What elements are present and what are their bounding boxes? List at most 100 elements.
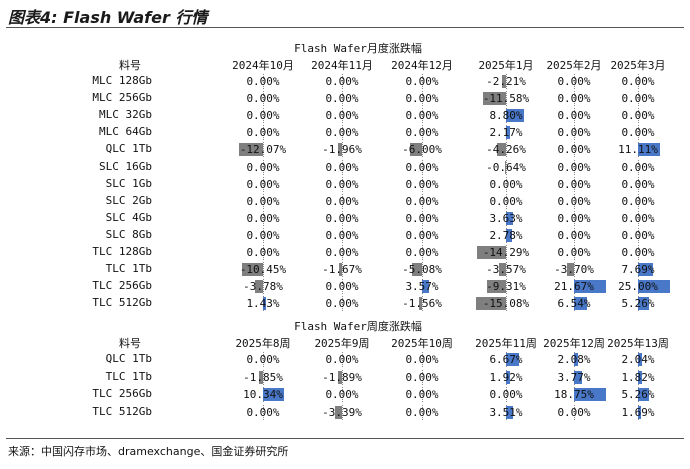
cell-value: 8.80% — [489, 109, 523, 123]
table-cell: 0.00% — [392, 245, 452, 260]
column-header: 2025年10周 — [391, 337, 453, 350]
table-cell: 0.00% — [312, 91, 372, 107]
column-header: 2024年10月 — [232, 59, 294, 72]
cell-value: 0.00% — [557, 211, 591, 225]
zero-axis — [342, 74, 343, 89]
cell-value: 3.63% — [489, 211, 523, 225]
negative-bar — [338, 370, 342, 384]
cell-value: 0.00% — [557, 160, 591, 174]
cell-value: 0.00% — [557, 143, 591, 157]
table-cell: -9.31% — [470, 279, 542, 295]
table-cell: 0.00% — [233, 91, 293, 107]
cell-value: 0.00% — [325, 353, 359, 366]
cell-value: 0.00% — [325, 126, 359, 140]
zero-axis — [342, 193, 343, 209]
cell-value: 0.00% — [621, 211, 655, 225]
cell-value: 2.17% — [489, 126, 523, 140]
zero-axis — [263, 142, 264, 158]
negative-bar — [477, 246, 506, 259]
table-cell: 0.00% — [312, 279, 372, 295]
zero-axis — [506, 176, 507, 192]
cell-value: 3.57% — [405, 280, 439, 294]
table-cell: 0.00% — [312, 74, 372, 89]
zero-axis — [263, 352, 264, 367]
positive-bar — [506, 126, 511, 140]
cell-value: 10.34% — [243, 388, 283, 401]
cell-value: 0.00% — [621, 194, 655, 208]
negative-bar — [238, 143, 263, 157]
row-label: MLC 256Gb — [92, 91, 152, 105]
figure-title: 图表4: Flash Wafer 行情 — [8, 8, 208, 27]
zero-axis — [263, 262, 264, 278]
zero-axis — [422, 176, 423, 192]
cell-value: 0.00% — [621, 228, 655, 242]
zero-axis — [506, 193, 507, 209]
zero-axis — [342, 142, 343, 158]
cell-value: -4.26% — [486, 143, 526, 157]
positive-bar — [638, 280, 670, 294]
column-header: 2024年11月 — [311, 59, 373, 72]
table-cell: -12.07% — [233, 142, 293, 158]
positive-bar — [574, 280, 606, 294]
cell-value: 11.11% — [618, 143, 658, 157]
zero-axis — [506, 74, 507, 89]
cell-value: 0.00% — [557, 228, 591, 242]
cell-value: 2.78% — [489, 228, 523, 242]
zero-axis — [422, 227, 423, 243]
table-cell: 0.00% — [312, 176, 372, 192]
cell-value: 6.54% — [557, 297, 591, 311]
zero-axis — [263, 279, 264, 295]
table-cell: 0.00% — [470, 193, 542, 209]
row-header-label: 料号 — [119, 59, 141, 72]
cell-value: 0.00% — [405, 211, 439, 225]
table-cell: 0.00% — [548, 74, 600, 89]
cell-value: 0.00% — [246, 92, 280, 106]
row-label: SLC 4Gb — [105, 210, 152, 224]
positive-bar — [638, 143, 661, 157]
zero-axis — [422, 245, 423, 260]
table-cell: 21.67% — [548, 279, 606, 295]
table-cell: 0.00% — [392, 210, 452, 226]
table-cell: 0.00% — [233, 227, 293, 243]
cell-value: 0.00% — [246, 228, 280, 242]
zero-axis — [342, 159, 343, 175]
table-cell: -11.58% — [470, 91, 542, 107]
positive-bar — [574, 370, 582, 384]
zero-axis — [638, 176, 639, 192]
cell-value: 0.00% — [325, 109, 359, 123]
column-header: 2025年3月 — [610, 59, 666, 72]
row-label: TLC 128Gb — [92, 245, 152, 258]
column-header: 2025年2月 — [546, 59, 602, 72]
row-label: QLC 1Tb — [105, 352, 152, 365]
row-label: QLC 1Tb — [105, 142, 152, 156]
zero-axis — [263, 193, 264, 209]
cell-value: 0.00% — [405, 92, 439, 106]
negative-bar — [338, 263, 342, 277]
table-cell: -4.26% — [470, 142, 542, 158]
cell-value: 1.82% — [621, 370, 655, 384]
cell-value: -3.70% — [554, 263, 594, 277]
table-cell: -5.08% — [392, 262, 452, 278]
cell-value: 2.04% — [621, 353, 655, 366]
negative-bar — [487, 280, 506, 294]
table-cell: 0.00% — [233, 74, 293, 89]
cell-value: 0.00% — [621, 75, 655, 88]
column-header: 2025年9周 — [314, 337, 370, 350]
zero-axis — [263, 227, 264, 243]
zero-axis — [638, 159, 639, 175]
table-cell: 0.00% — [548, 210, 600, 226]
table-cell: 5.26% — [612, 387, 664, 402]
zero-axis — [506, 91, 507, 107]
cell-value: 0.00% — [405, 160, 439, 174]
cell-value: 0.00% — [246, 177, 280, 191]
zero-axis — [263, 176, 264, 192]
row-label: TLC 512Gb — [92, 404, 152, 418]
cell-value: 0.00% — [405, 126, 439, 140]
table-cell: 0.00% — [548, 108, 600, 124]
column-header: 2025年8周 — [235, 337, 291, 350]
zero-axis — [574, 125, 575, 141]
table-cell: 0.00% — [612, 125, 664, 141]
cell-value: 0.00% — [621, 177, 655, 191]
table-cell: 0.00% — [233, 404, 293, 420]
cell-value: 0.00% — [325, 75, 359, 88]
